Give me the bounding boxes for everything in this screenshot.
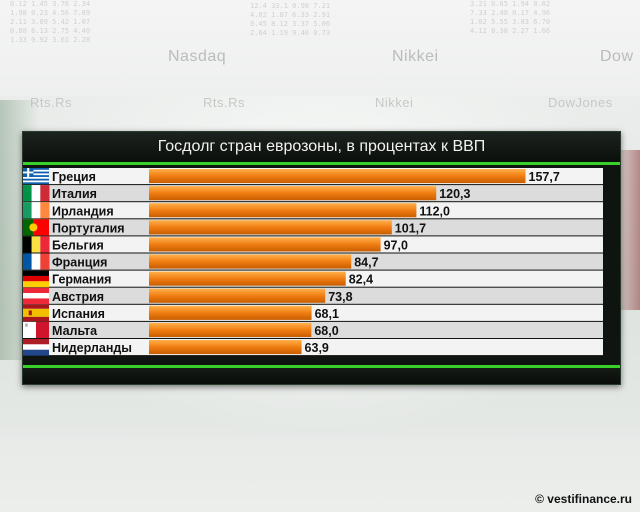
bar [149,254,352,269]
data-label: 120,3 [439,187,470,201]
data-label: 63,9 [305,341,329,355]
background-digits: 0.12 1.45 3.76 2.34 1.98 0.23 4.56 7.89 … [10,0,91,44]
source-credit: © vestifinance.ru [535,492,632,506]
country-label: Испания [52,307,105,321]
bar [149,271,346,286]
ticker-label: Nasdaq [168,48,227,65]
background-ticker: 0.12 1.45 3.76 2.34 1.98 0.23 4.56 7.89 … [0,0,640,140]
belgium-flag-icon [23,236,50,253]
accent-line-top [23,162,620,165]
ticker-label: DowJones [548,95,613,110]
netherlands-flag-icon [23,339,49,356]
data-label: 73,8 [328,290,352,304]
country-label: Германия [52,273,111,287]
accent-line-bottom [23,365,620,368]
country-label: Мальта [52,324,98,338]
data-label: 68,1 [315,307,339,321]
panel-footer [23,368,620,384]
bar [149,169,526,184]
bar [149,186,437,201]
country-label: Австрия [52,290,104,304]
bar [149,220,392,235]
greece-flag-icon [23,168,49,185]
italy-flag-icon [23,185,50,202]
ticker-label: Nikkei [392,48,439,65]
ireland-flag-icon [23,202,50,219]
data-label: 84,7 [354,256,378,270]
data-label: 97,0 [384,239,408,253]
data-label: 157,7 [529,170,560,184]
bar [149,340,302,355]
ticker-label: Rts.Rs [203,95,245,110]
bar [149,305,312,320]
table-row [23,321,603,338]
country-label: Ирландия [52,204,114,218]
ticker-label: Rts.Rs [30,95,72,110]
bar-chart: Греция 157,7 Италия 120,3 Ирландия 112,0 Порту… [23,168,603,356]
data-label: 112,0 [419,204,450,218]
ticker-label: Nikkei [375,95,414,110]
bar [149,288,326,303]
portugal-flag-icon [23,219,49,236]
bar [149,237,381,252]
chart-panel: Госдолг стран еврозоны, в процентах к ВВ… [22,131,621,385]
data-label: 101,7 [395,221,426,235]
data-label: 68,0 [314,324,338,338]
germany-flag-icon [23,270,49,288]
country-label: Италия [52,187,97,201]
background-digits: 12.4 33.1 0.98 7.21 4.02 1.87 6.33 2.91 … [250,2,331,37]
country-label: Бельгия [52,239,104,253]
country-label: Португалия [52,221,125,235]
bar [149,203,417,218]
country-label: Франция [52,256,107,270]
spain-flag-icon [23,304,49,322]
austria-flag-icon [23,287,49,305]
france-flag-icon [23,253,50,270]
country-label: Греция [52,170,96,184]
ticker-label: Dow [600,48,634,65]
chart-title: Госдолг стран еврозоны, в процентах к ВВ… [23,132,620,162]
background-digits: 3.21 0.65 1.94 8.02 7.33 2.48 0.17 4.96 … [470,0,551,35]
malta-flag-icon [23,321,49,338]
table-row [23,304,603,321]
country-label: Нидерланды [52,341,132,355]
bar [149,322,312,337]
data-label: 82,4 [349,273,373,287]
